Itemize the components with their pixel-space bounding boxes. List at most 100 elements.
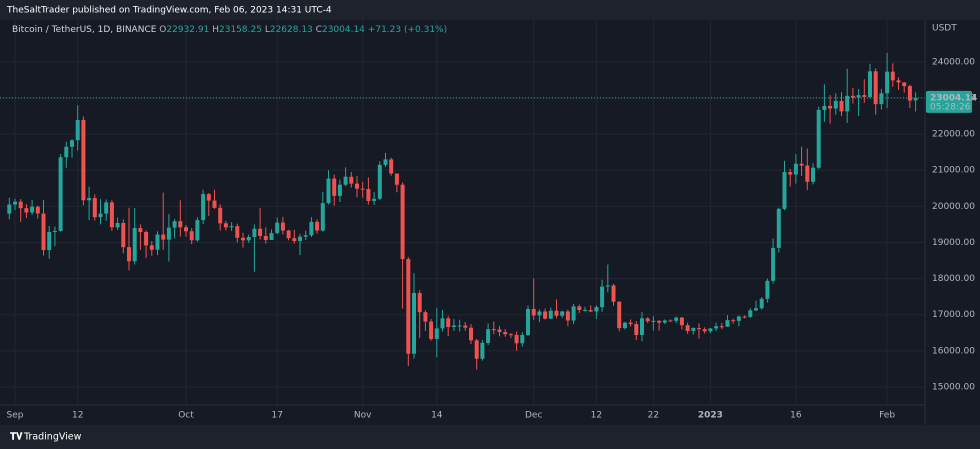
candle-body bbox=[594, 307, 599, 312]
candle-body bbox=[480, 342, 485, 359]
y-tick-label: 19000.00 bbox=[932, 238, 975, 248]
candle-body bbox=[662, 320, 667, 323]
candle-body bbox=[241, 237, 245, 241]
candle-body bbox=[326, 178, 331, 204]
brand-logo: 𝐓𝐕 bbox=[10, 431, 23, 443]
candle-body bbox=[617, 301, 622, 329]
candle-body bbox=[269, 233, 274, 240]
candle-body bbox=[212, 200, 217, 208]
candle-body bbox=[628, 322, 633, 325]
candle-body bbox=[349, 176, 354, 184]
y-tick-label: 15000.00 bbox=[932, 382, 975, 392]
candle-body bbox=[742, 316, 747, 318]
candle-body bbox=[229, 226, 234, 228]
candle-body bbox=[588, 310, 593, 312]
candle-body bbox=[434, 328, 439, 339]
candle-body bbox=[30, 206, 35, 213]
candle-body bbox=[201, 194, 206, 221]
candle-body bbox=[816, 109, 821, 168]
candle-body bbox=[811, 167, 815, 182]
candle-body bbox=[560, 311, 565, 316]
candle-body bbox=[121, 222, 126, 248]
bottom-bar bbox=[0, 425, 980, 449]
candle-body bbox=[144, 232, 149, 246]
candle-body bbox=[674, 317, 679, 321]
candle-body bbox=[600, 286, 605, 308]
candle-body bbox=[132, 228, 137, 262]
candle-body bbox=[24, 208, 29, 213]
y-tick-label: 16000.00 bbox=[932, 346, 975, 356]
candle-body bbox=[759, 298, 764, 309]
brand: TradingView bbox=[23, 432, 82, 443]
candle-body bbox=[771, 247, 776, 281]
symbol: Bitcoin / TetherUS, 1D, BINANCE bbox=[12, 25, 157, 35]
candle-body bbox=[320, 203, 325, 231]
legend-value: 22628.13 bbox=[270, 25, 313, 35]
y-tick-label: 22000.00 bbox=[932, 130, 975, 140]
candle-body bbox=[531, 308, 536, 316]
candle-body bbox=[491, 329, 496, 331]
candle-body bbox=[805, 165, 810, 182]
candle-body bbox=[115, 222, 120, 228]
candle-body bbox=[799, 163, 804, 166]
candle-body bbox=[161, 234, 166, 240]
candle-body bbox=[109, 202, 114, 228]
candle-body bbox=[634, 324, 639, 335]
candle-body bbox=[668, 320, 673, 322]
legend-key: C bbox=[316, 25, 322, 35]
candle-body bbox=[879, 93, 884, 105]
candle-body bbox=[885, 71, 890, 94]
candle-body bbox=[178, 221, 183, 228]
y-tick-label: 21000.00 bbox=[932, 166, 975, 176]
candle-body bbox=[731, 320, 736, 322]
x-tick-label: 12 bbox=[591, 411, 602, 421]
change: +71.23 (+0.31%) bbox=[368, 25, 447, 35]
candle-body bbox=[622, 322, 627, 329]
candle-body bbox=[394, 173, 399, 185]
candle-body bbox=[252, 228, 257, 238]
candle-body bbox=[828, 105, 833, 109]
candle-body bbox=[702, 329, 707, 332]
candle-body bbox=[543, 311, 548, 319]
y-tick-label: 18000.00 bbox=[932, 274, 975, 284]
candle-body bbox=[127, 247, 131, 262]
candle-body bbox=[833, 100, 838, 109]
candle-body bbox=[389, 159, 394, 174]
candle-body bbox=[332, 178, 337, 196]
candle-body bbox=[292, 238, 297, 242]
candle-body bbox=[474, 340, 479, 359]
candle-body bbox=[417, 293, 422, 313]
legend-key: L bbox=[265, 25, 270, 35]
candle-body bbox=[565, 311, 570, 321]
candle-body bbox=[571, 306, 576, 321]
y-tick-label: 20000.00 bbox=[932, 202, 975, 212]
candle-body bbox=[383, 159, 388, 165]
candle-body bbox=[337, 184, 342, 196]
candle-body bbox=[206, 194, 211, 201]
candle-body bbox=[697, 328, 701, 330]
candle-body bbox=[645, 318, 650, 322]
candle-body bbox=[303, 235, 308, 237]
candle-body bbox=[719, 326, 724, 328]
x-tick-label: 17 bbox=[271, 411, 282, 421]
countdown: 05:28:26 bbox=[930, 102, 971, 112]
candle-body bbox=[423, 312, 428, 322]
candle-body bbox=[902, 82, 907, 87]
candle-body bbox=[41, 213, 46, 251]
candle-body bbox=[548, 310, 553, 319]
candle-body bbox=[526, 308, 530, 335]
candle-body bbox=[275, 222, 280, 234]
candle-body bbox=[286, 230, 291, 239]
candle-body bbox=[754, 308, 758, 311]
candle-body bbox=[138, 228, 143, 233]
candle-body bbox=[315, 221, 320, 231]
last-price-tag bbox=[926, 90, 972, 113]
candle-body bbox=[862, 95, 867, 97]
candle-body bbox=[520, 334, 525, 344]
last-price-label: 23004.14 bbox=[930, 93, 977, 103]
candle-body bbox=[400, 184, 405, 260]
candle-body bbox=[611, 285, 616, 302]
candle-body bbox=[577, 306, 582, 311]
candle-body bbox=[765, 280, 770, 299]
candle-body bbox=[189, 231, 194, 241]
